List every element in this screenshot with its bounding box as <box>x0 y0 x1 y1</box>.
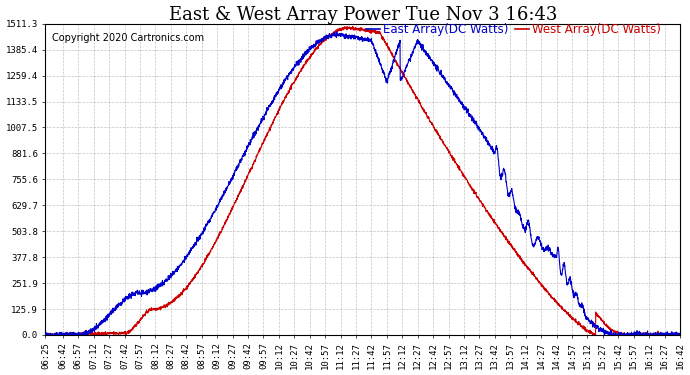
Text: Copyright 2020 Cartronics.com: Copyright 2020 Cartronics.com <box>52 33 204 43</box>
Title: East & West Array Power Tue Nov 3 16:43: East & West Array Power Tue Nov 3 16:43 <box>168 6 557 24</box>
Legend: East Array(DC Watts), West Array(DC Watts): East Array(DC Watts), West Array(DC Watt… <box>366 23 661 36</box>
